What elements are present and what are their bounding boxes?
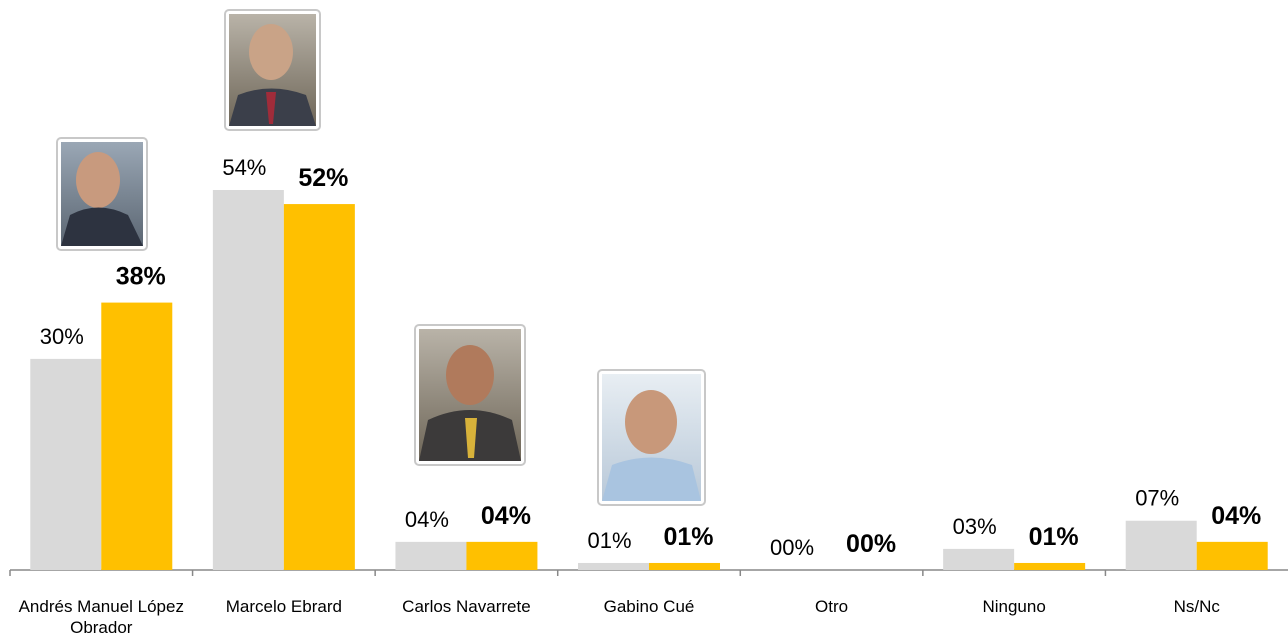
value-label: 00% bbox=[770, 535, 814, 560]
x-tick-label: Carlos Navarrete bbox=[402, 597, 531, 616]
x-tick-label: Gabino Cué bbox=[603, 597, 695, 616]
value-label: 30% bbox=[40, 324, 84, 349]
bar bbox=[649, 562, 720, 570]
candidate-photo bbox=[224, 9, 321, 131]
value-label: 54% bbox=[222, 155, 266, 180]
bar bbox=[578, 562, 649, 570]
candidate-photo bbox=[597, 369, 706, 506]
bar bbox=[283, 204, 355, 570]
value-label: 04% bbox=[481, 502, 531, 530]
candidate-photo bbox=[414, 324, 526, 466]
value-label: 52% bbox=[298, 164, 348, 192]
value-label: 00% bbox=[846, 530, 896, 558]
value-label: 04% bbox=[405, 507, 449, 532]
bar bbox=[1014, 562, 1086, 570]
bar bbox=[1125, 520, 1197, 570]
x-tick-label: Andrés Manuel López Obrador bbox=[18, 597, 184, 637]
value-label: 07% bbox=[1135, 486, 1179, 511]
x-tick-label: Ns/Nc bbox=[1173, 597, 1220, 616]
bar bbox=[212, 190, 284, 570]
bar bbox=[395, 541, 467, 570]
bar bbox=[943, 548, 1015, 570]
value-label: 03% bbox=[953, 514, 997, 539]
x-tick-label: Marcelo Ebrard bbox=[225, 597, 342, 616]
value-label: 01% bbox=[1029, 523, 1079, 551]
x-tick-label: Otro bbox=[815, 597, 849, 616]
bar bbox=[30, 358, 102, 570]
bar bbox=[466, 541, 538, 570]
value-label: 04% bbox=[1211, 502, 1261, 530]
bar bbox=[101, 302, 173, 570]
value-label: 01% bbox=[663, 523, 713, 551]
value-label: 38% bbox=[116, 263, 166, 291]
bar bbox=[1196, 541, 1268, 570]
value-label: 01% bbox=[587, 528, 631, 553]
x-tick-label: Ninguno bbox=[982, 597, 1046, 616]
candidate-photo bbox=[56, 137, 148, 251]
